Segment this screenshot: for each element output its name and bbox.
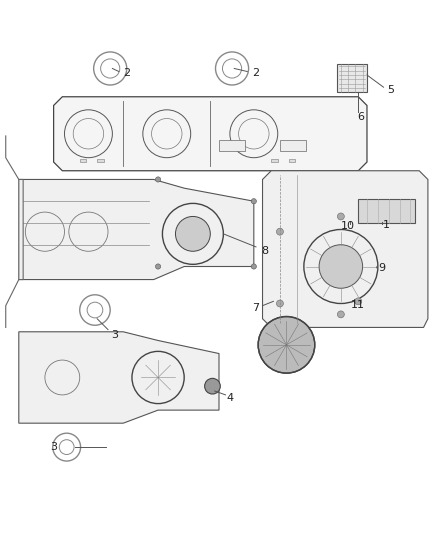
Circle shape [276,300,283,307]
Bar [289,158,295,162]
Text: 3: 3 [50,442,57,452]
Text: 3: 3 [111,330,118,340]
Circle shape [337,213,344,220]
Circle shape [155,264,161,269]
Text: 8: 8 [261,246,268,256]
Circle shape [355,298,362,305]
Text: 6: 6 [357,112,364,122]
Polygon shape [19,332,219,423]
Text: 4: 4 [226,393,233,403]
Text: 11: 11 [351,300,365,310]
Circle shape [319,245,363,288]
Bar [97,158,104,162]
Circle shape [251,264,256,269]
Polygon shape [19,180,254,279]
Bar [219,140,245,151]
Bar [280,140,306,151]
Circle shape [276,228,283,235]
Circle shape [258,317,315,373]
Circle shape [251,199,256,204]
Bar [80,158,86,162]
Text: 2: 2 [252,68,259,78]
Text: 5: 5 [388,85,394,95]
Text: 1: 1 [383,220,390,230]
Circle shape [205,378,220,394]
Circle shape [337,311,344,318]
Polygon shape [53,97,367,171]
Bar [358,199,415,223]
Polygon shape [336,64,367,92]
Circle shape [155,177,161,182]
Text: 2: 2 [123,68,131,78]
Text: 9: 9 [378,263,386,273]
Bar [271,158,278,162]
Text: 10: 10 [340,221,354,231]
Text: 7: 7 [252,303,260,313]
Polygon shape [262,171,428,327]
Circle shape [176,216,210,251]
